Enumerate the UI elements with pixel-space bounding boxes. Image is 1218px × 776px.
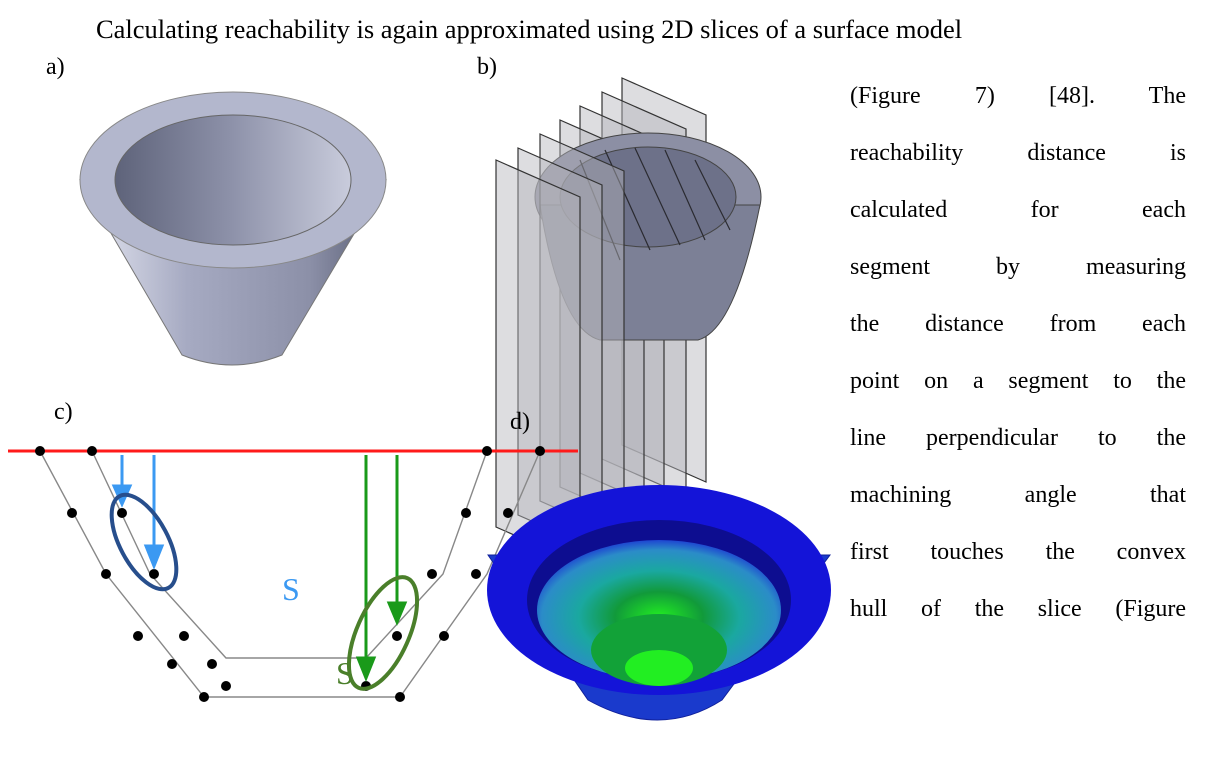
panel-label-c: c) [54, 399, 73, 425]
paragraph-line: calculated for each [850, 197, 1186, 223]
paragraph-line: machining angle that [850, 482, 1186, 508]
panel-label-a: a) [46, 54, 65, 80]
panel-label-b: b) [477, 54, 497, 80]
paragraph-line: (Figure 7) [48]. The [850, 83, 1186, 109]
paragraph-line: line perpendicular to the [850, 425, 1186, 451]
side-paragraph: (Figure 7) [48]. The reachability distan… [850, 68, 1186, 638]
slice-label: S [336, 655, 354, 691]
paragraph-line: point on a segment to the [850, 368, 1186, 394]
reachability-heatmap-illustration [487, 485, 831, 721]
cone-part-illustration [79, 91, 387, 366]
slice-diagram: S S [8, 446, 578, 702]
paragraph-line: segment by measuring [850, 254, 1186, 280]
paragraph-line: reachability distance is [850, 140, 1186, 166]
intro-text-line: Calculating reachability is again approx… [96, 14, 963, 44]
panel-label-d: d) [510, 409, 530, 435]
paragraph-line: hull of the slice (Figure [850, 596, 1186, 622]
paragraph-line: first touches the convex [850, 539, 1186, 565]
paragraph-line: the distance from each [850, 311, 1186, 337]
slice-label: S [282, 571, 300, 607]
